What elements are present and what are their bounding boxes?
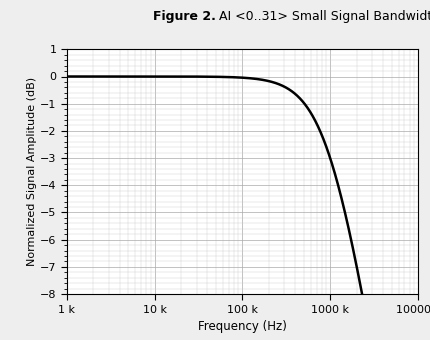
Text: AI <0..31> Small Signal Bandwidth: AI <0..31> Small Signal Bandwidth [215,10,430,22]
Text: Figure 2.: Figure 2. [152,10,215,22]
X-axis label: Frequency (Hz): Frequency (Hz) [197,320,286,333]
Y-axis label: Normalized Signal Amplitude (dB): Normalized Signal Amplitude (dB) [27,77,37,266]
